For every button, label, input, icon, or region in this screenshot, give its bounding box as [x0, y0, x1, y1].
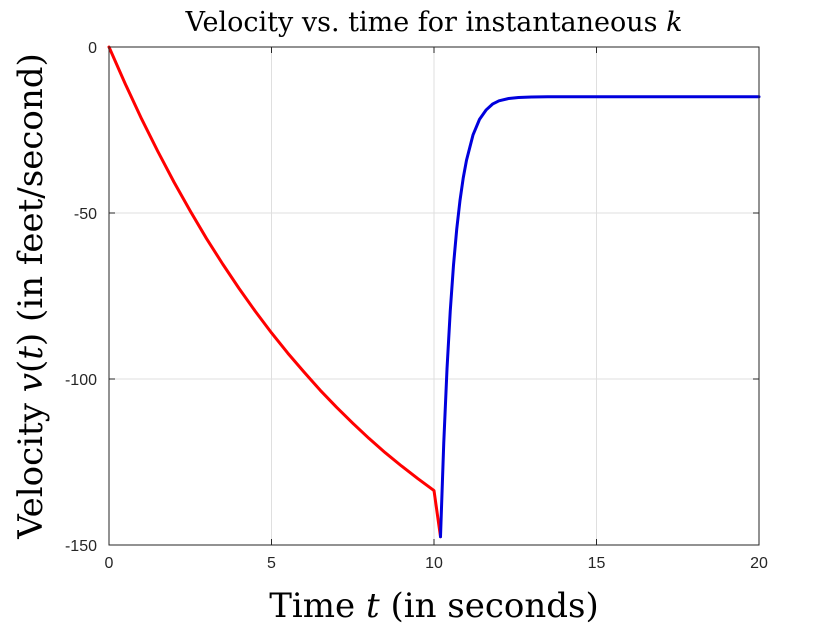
- chart-title: Velocity vs. time for instantaneous k: [185, 7, 683, 38]
- y-axis-label-paren-close: ): [11, 333, 51, 346]
- x-tick-label: 0: [105, 555, 114, 572]
- y-axis-label-paren-open: (: [11, 360, 51, 373]
- y-tick-label: -150: [65, 538, 97, 555]
- chart-title-var: k: [666, 7, 682, 38]
- x-tick-label: 15: [588, 555, 606, 572]
- y-axis-label-var1: v: [11, 373, 51, 392]
- x-axis-label-var: t: [366, 586, 380, 626]
- series-line-2: [439, 95, 761, 539]
- y-tick-label: 0: [88, 40, 97, 57]
- y-tick-label: -50: [74, 206, 97, 223]
- series-layer: [107, 45, 761, 539]
- chart-title-text: Velocity vs. time for instantaneous: [185, 7, 667, 38]
- y-tick-label: -100: [65, 372, 97, 389]
- tick-label-layer: 0 5 10 15 20 0 -50 -100 -150: [65, 40, 768, 572]
- x-axis-label-post: (in seconds): [380, 586, 599, 626]
- series-line-1: [107, 45, 442, 539]
- x-axis-label: Time t (in seconds): [269, 586, 599, 626]
- x-tick-label: 20: [750, 555, 768, 572]
- y-axis-label-pre: Velocity: [11, 392, 51, 540]
- y-axis-label: Velocity v(t) (in feet/second): [11, 53, 51, 540]
- y-axis-label-post: (in feet/second): [11, 53, 51, 333]
- x-tick-label: 10: [425, 555, 443, 572]
- y-axis-label-var2: t: [11, 346, 51, 360]
- x-axis-label-pre: Time: [269, 586, 366, 626]
- x-tick-label: 5: [267, 555, 276, 572]
- tick-layer: [108, 46, 760, 546]
